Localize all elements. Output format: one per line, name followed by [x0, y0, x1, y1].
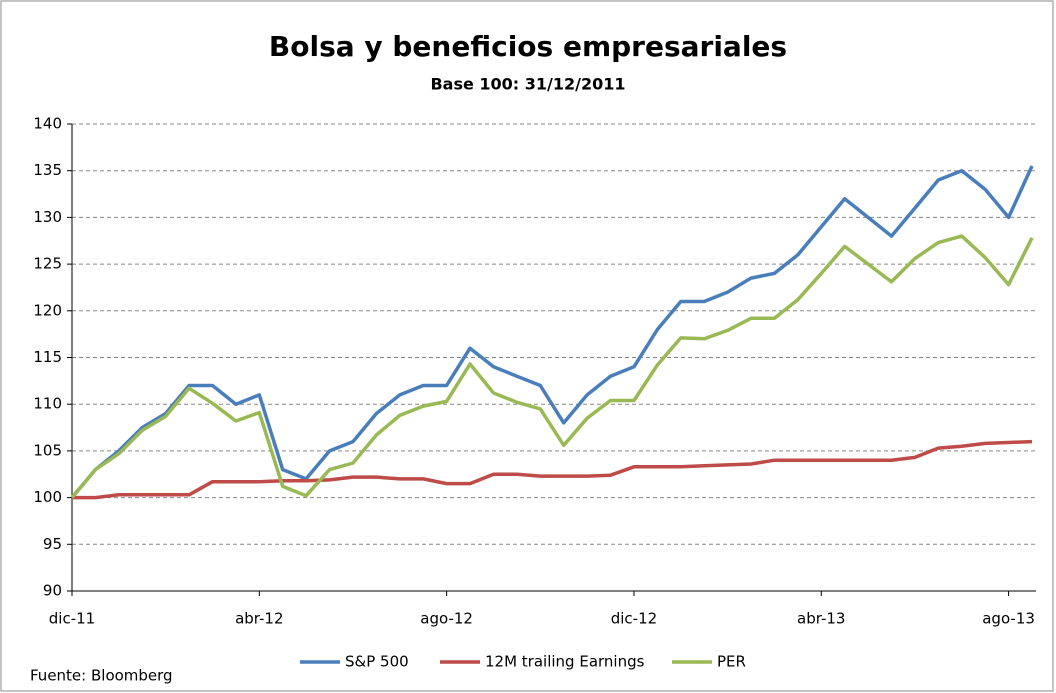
- x-tick-label: dic-12: [611, 610, 657, 628]
- chart-title: Bolsa y beneficios empresariales: [269, 30, 787, 63]
- x-tick-label: abr-13: [797, 610, 845, 628]
- x-tick-label: ago-12: [420, 610, 473, 628]
- legend-label: PER: [717, 653, 746, 671]
- y-tick-label: 95: [43, 535, 62, 553]
- y-tick-label: 110: [33, 395, 62, 413]
- series-line: [72, 439, 1033, 500]
- x-tick-label: dic-11: [49, 610, 95, 628]
- y-tick-label: 115: [33, 348, 62, 366]
- x-tick-label: abr-12: [235, 610, 283, 628]
- chart-subtitle: Base 100: 31/12/2011: [430, 75, 625, 94]
- y-tick-label: 125: [33, 255, 62, 273]
- y-tick-label: 130: [33, 208, 62, 226]
- y-tick-label: 100: [33, 488, 62, 506]
- y-tick-label: 140: [33, 115, 62, 133]
- series-line: [70, 165, 1034, 499]
- legend-label: 12M trailing Earnings: [485, 653, 645, 671]
- y-tick-label: 90: [43, 582, 62, 600]
- x-tick-label: ago-13: [982, 610, 1035, 628]
- legend-label: S&P 500: [345, 653, 409, 671]
- y-tick-label: 135: [33, 161, 62, 179]
- y-tick-label: 105: [33, 441, 62, 459]
- series-line: [70, 234, 1034, 499]
- source: Fuente: Bloomberg: [30, 667, 173, 685]
- y-tick-label: 120: [33, 301, 62, 319]
